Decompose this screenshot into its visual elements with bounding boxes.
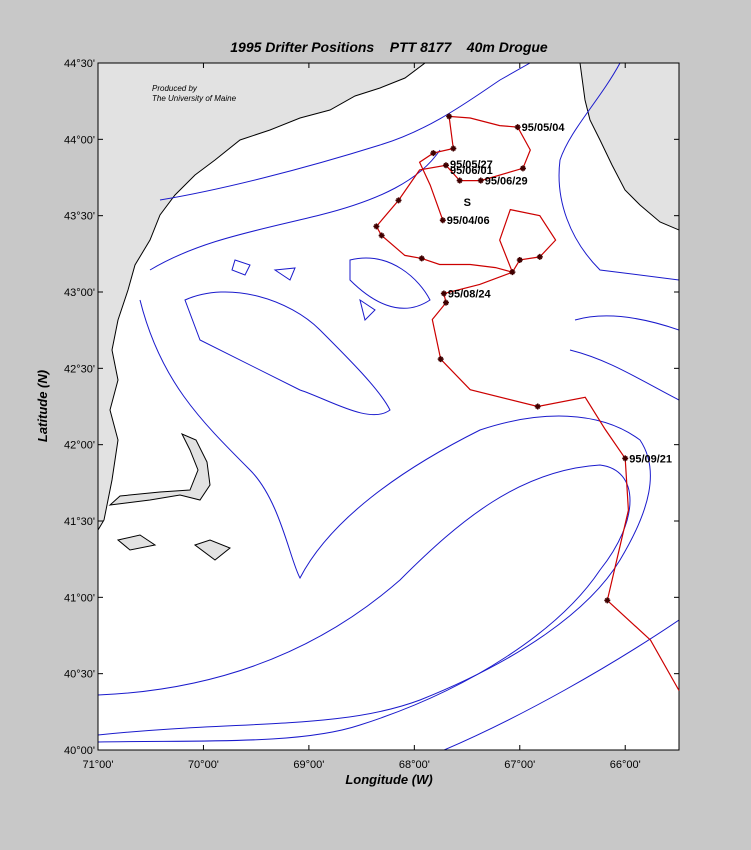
contour bbox=[98, 299, 651, 736]
position-marker bbox=[418, 255, 425, 262]
y-tick-label: 44°00' bbox=[64, 134, 95, 146]
position-marker bbox=[437, 356, 444, 363]
date-label: 95/06/01 bbox=[450, 165, 493, 177]
y-tick-label: 41°30' bbox=[64, 516, 95, 528]
y-tick-label: 42°00' bbox=[64, 440, 95, 452]
contour bbox=[349, 257, 431, 309]
land-islands bbox=[116, 534, 231, 561]
land-cape-cod bbox=[108, 433, 211, 506]
contour bbox=[98, 464, 631, 743]
position-marker bbox=[373, 223, 380, 230]
contour bbox=[159, 63, 531, 201]
y-tick-label: 40°00' bbox=[64, 745, 95, 757]
drifter-track bbox=[375, 115, 680, 691]
position-marker bbox=[516, 256, 523, 263]
position-marker bbox=[604, 597, 611, 604]
credit-line: Produced by bbox=[152, 84, 198, 93]
date-label: 95/05/04 bbox=[522, 122, 566, 134]
x-tick-label: 67°00' bbox=[504, 759, 535, 771]
y-tick-label: 44°30' bbox=[64, 58, 95, 70]
y-tick-label: 43°00' bbox=[64, 287, 95, 299]
position-marker bbox=[446, 113, 453, 120]
plot-frame bbox=[97, 62, 680, 751]
contour bbox=[558, 63, 679, 281]
position-marker bbox=[442, 162, 449, 169]
y-tick-label: 41°00' bbox=[64, 592, 95, 604]
position-marker bbox=[456, 177, 463, 184]
geography bbox=[98, 63, 679, 750]
date-label: 95/09/21 bbox=[629, 453, 672, 465]
contour bbox=[231, 259, 376, 321]
contour bbox=[574, 315, 679, 331]
contour bbox=[442, 619, 679, 750]
position-marker bbox=[536, 253, 543, 260]
position-marker bbox=[439, 217, 446, 224]
depth-contours bbox=[98, 63, 679, 750]
position-marker bbox=[440, 290, 447, 297]
position-marker bbox=[442, 299, 449, 306]
date-label: 95/06/29 bbox=[485, 176, 528, 188]
y-axis-label: Latitude (N) bbox=[35, 370, 50, 442]
position-marker bbox=[430, 150, 437, 157]
credit-line: The University of Maine bbox=[152, 94, 237, 103]
position-marker bbox=[622, 455, 629, 462]
date-label: 95/08/24 bbox=[448, 289, 492, 301]
chart-title: 1995 Drifter Positions PTT 8177 40m Drog… bbox=[230, 39, 548, 55]
land-new-england bbox=[98, 63, 426, 531]
x-tick-label: 66°00' bbox=[610, 759, 641, 771]
x-axis-label: Longitude (W) bbox=[345, 772, 432, 787]
y-tick-label: 43°30' bbox=[64, 211, 95, 223]
position-marker bbox=[378, 232, 385, 239]
position-marker bbox=[519, 165, 526, 172]
position-marker bbox=[395, 197, 402, 204]
contour bbox=[569, 349, 679, 401]
contour bbox=[184, 291, 391, 416]
position-marker bbox=[509, 269, 516, 276]
y-tick-label: 42°30' bbox=[64, 363, 95, 375]
position-marker bbox=[477, 177, 484, 184]
x-tick-label: 70°00' bbox=[188, 759, 219, 771]
contour bbox=[149, 149, 441, 271]
position-marker bbox=[450, 145, 457, 152]
y-tick-label: 40°30' bbox=[64, 669, 95, 681]
position-marker bbox=[534, 403, 541, 410]
x-tick-label: 71°00' bbox=[83, 759, 114, 771]
position-marker bbox=[514, 124, 521, 131]
x-tick-label: 68°00' bbox=[399, 759, 430, 771]
x-tick-label: 69°00' bbox=[293, 759, 324, 771]
date-label: 95/05/27 bbox=[450, 159, 493, 171]
land-nova-scotia bbox=[579, 63, 679, 231]
date-label: S bbox=[464, 197, 471, 209]
date-label: 95/04/06 bbox=[447, 215, 490, 227]
